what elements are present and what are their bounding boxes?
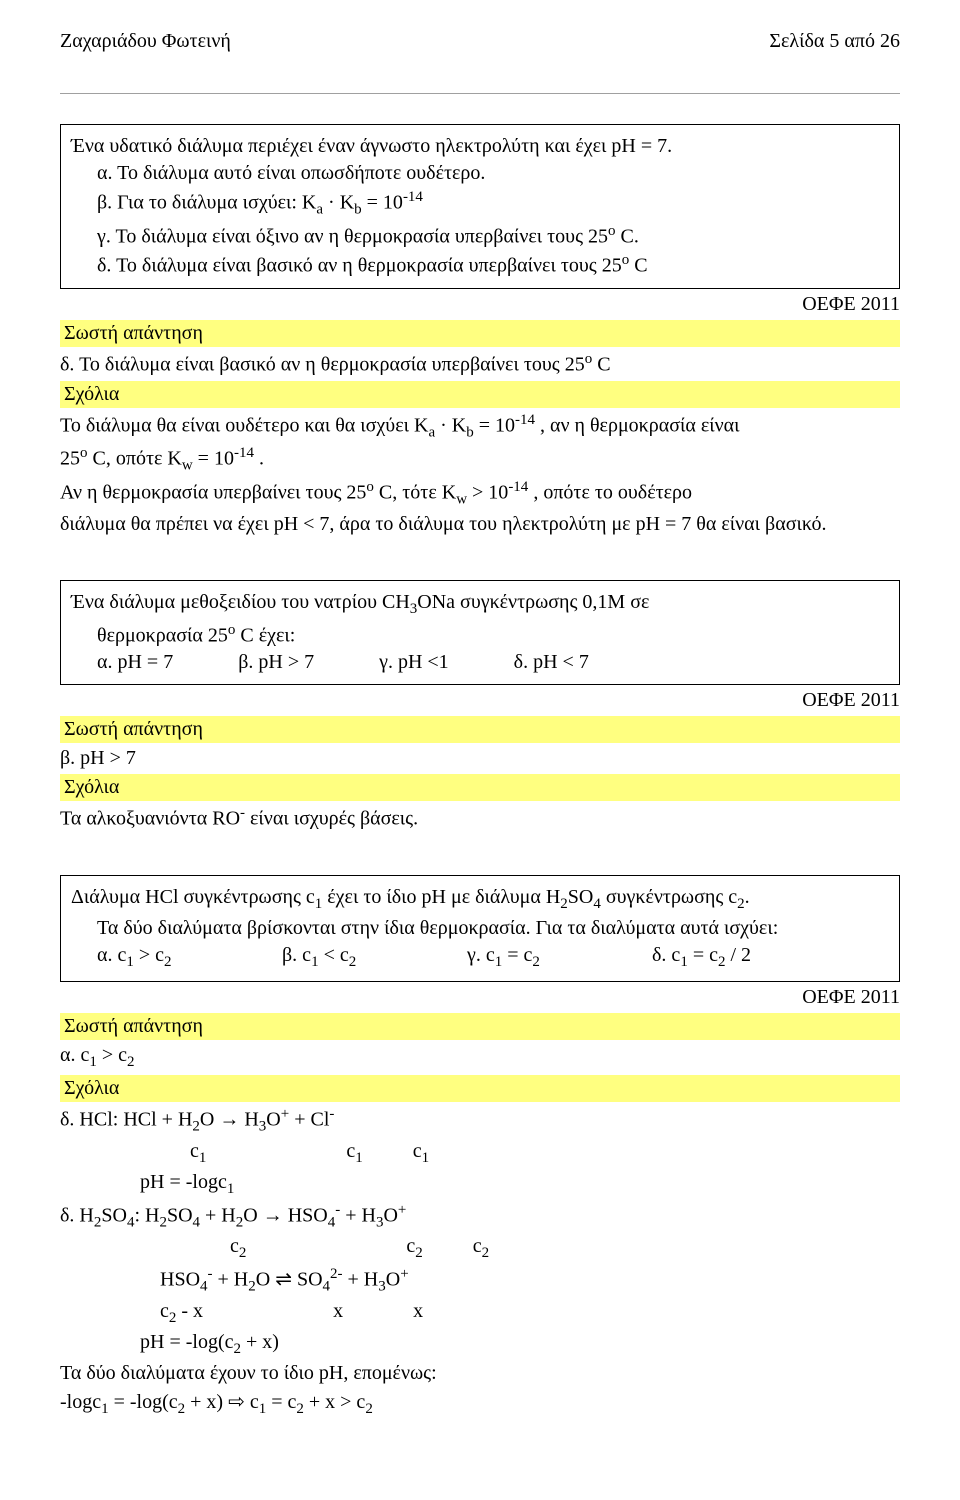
q3-l1: Διάλυμα HCl συγκέντρωσης c1 έχει το ίδιο…: [71, 886, 889, 913]
q1-source: ΟΕΦΕ 2011: [60, 293, 900, 316]
q3-opt-c: γ. c1 = c2: [467, 944, 647, 971]
q1-note-2: 25o C, οπότε Kw = 10-14 .: [60, 445, 900, 475]
q2-answer: β. pH > 7: [60, 747, 900, 770]
header-author: Ζαχαριάδου Φωτεινή: [60, 30, 231, 53]
page-header: Ζαχαριάδου Φωτεινή Σελίδα 5 από 26: [60, 30, 900, 53]
q2-l1: Ένα διάλυμα μεθοξειδίου του νατρίου CH3O…: [71, 591, 889, 618]
q1-note-3: Αν η θερμοκρασία υπερβαίνει τους 25o C, …: [60, 479, 900, 509]
question-3-box: Διάλυμα HCl συγκέντρωσης c1 έχει το ίδιο…: [60, 875, 900, 982]
q2-opt-a: α. pH = 7: [97, 651, 173, 674]
q1-note-4: διάλυμα θα πρέπει να έχει pH < 7, άρα το…: [60, 513, 900, 536]
q3-answer: α. c1 > c2: [60, 1044, 900, 1071]
q3-n4: δ. H2SO4: H2SO4 + H2O → HSO4- + H3O+: [60, 1202, 900, 1232]
q2-notes-label: Σχόλια: [60, 774, 900, 801]
q2-opt-d: δ. pH < 7: [514, 651, 589, 674]
q3-n7: c2 - x x x: [60, 1300, 900, 1327]
q2-answer-label: Σωστή απάντηση: [60, 716, 900, 743]
q3-options: α. c1 > c2 β. c1 < c2 γ. c1 = c2 δ. c1 =…: [71, 944, 889, 971]
q3-opt-b: β. c1 < c2: [282, 944, 462, 971]
q1-opt-a: α. Το διάλυμα αυτό είναι οπωσδήποτε ουδέ…: [71, 162, 889, 185]
q1-answer: δ. Το διάλυμα είναι βασικό αν η θερμοκρα…: [60, 351, 900, 377]
q1-opt-d: δ. Το διάλυμα είναι βασικό αν η θερμοκρα…: [71, 252, 889, 278]
q3-l2: Τα δύο διαλύματα βρίσκονται στην ίδια θε…: [71, 917, 889, 940]
q2-note-1: Τα αλκοξυανιόντα RO- είναι ισχυρές βάσει…: [60, 805, 900, 831]
q2-opt-c: γ. pH <1: [379, 651, 449, 674]
q3-n1: δ. HCl: HCl + H2O → H3O+ + Cl-: [60, 1106, 900, 1136]
header-page: Σελίδα 5 από 26: [769, 30, 900, 53]
q3-n2: c1 c1 c1: [60, 1140, 900, 1167]
question-2-box: Ένα διάλυμα μεθοξειδίου του νατρίου CH3O…: [60, 580, 900, 686]
q2-l2: θερμοκρασία 25o C έχει:: [71, 622, 889, 648]
q1-intro: Ένα υδατικό διάλυμα περιέχει έναν άγνωστ…: [71, 135, 889, 158]
page: Ζαχαριάδου Φωτεινή Σελίδα 5 από 26 Ένα υ…: [0, 0, 960, 1452]
question-1-box: Ένα υδατικό διάλυμα περιέχει έναν άγνωστ…: [60, 124, 900, 289]
q3-n9: Τα δύο διαλύματα έχουν το ίδιο pH, επομέ…: [60, 1362, 900, 1385]
q3-n8: pH = -log(c2 + x): [60, 1331, 900, 1358]
q2-options: α. pH = 7 β. pH > 7 γ. pH <1 δ. pH < 7: [71, 651, 889, 674]
q3-answer-label: Σωστή απάντηση: [60, 1013, 900, 1040]
q3-opt-a: α. c1 > c2: [97, 944, 277, 971]
q3-n5: c2 c2 c2: [60, 1235, 900, 1262]
q2-opt-b: β. pH > 7: [238, 651, 314, 674]
q1-opt-c: γ. Το διάλυμα είναι όξινο αν η θερμοκρασ…: [71, 223, 889, 249]
header-rule: [60, 93, 900, 94]
q3-n3: pH = -logc1: [60, 1171, 900, 1198]
q3-source: ΟΕΦΕ 2011: [60, 986, 900, 1009]
q3-n10: -logc1 = -log(c2 + x) ⇨ c1 = c2 + x > c2: [60, 1389, 900, 1418]
q2-source: ΟΕΦΕ 2011: [60, 689, 900, 712]
q1-answer-label: Σωστή απάντηση: [60, 320, 900, 347]
q3-opt-d: δ. c1 = c2 / 2: [652, 944, 751, 971]
q3-n6: HSO4- + H2O ⇌ SO42- + H3O+: [60, 1266, 900, 1296]
q3-notes-label: Σχόλια: [60, 1075, 900, 1102]
q1-opt-b: β. Για το διάλυμα ισχύει: Ka · Kb = 10-1…: [71, 189, 889, 219]
q1-note-1: Το διάλυμα θα είναι ουδέτερο και θα ισχύ…: [60, 412, 900, 442]
q1-notes-label: Σχόλια: [60, 381, 900, 408]
